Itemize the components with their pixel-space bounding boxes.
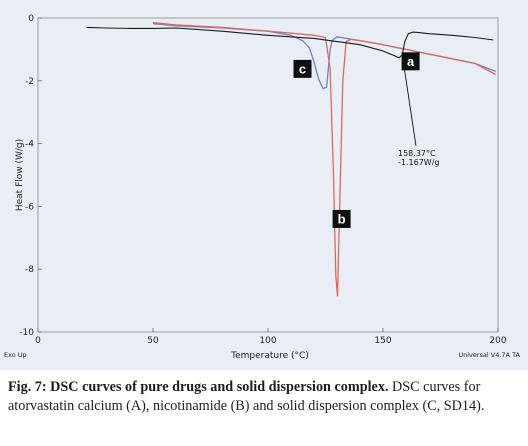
y-tick-label: -4 [25, 140, 34, 150]
exo-up-label: Exo Up [4, 351, 27, 359]
series-line-a [86, 26, 494, 59]
curve-label-a: a [407, 54, 415, 69]
software-version-label: Universal V4.7A TA [458, 351, 520, 359]
x-tick-label: 150 [374, 336, 391, 346]
y-tick-label: -8 [25, 265, 34, 275]
x-tick-label: 0 [35, 336, 41, 346]
caption-title: Fig. 7: DSC curves of pure drugs and sol… [8, 379, 389, 395]
annotation-temperature: 158.37°C [398, 149, 436, 158]
caption-body: DSC curves for atorvastatin calcium (A),… [8, 379, 485, 414]
x-tick-label: 100 [259, 336, 276, 346]
figure-caption: Fig. 7: DSC curves of pure drugs and sol… [8, 378, 522, 416]
plot-frame [37, 17, 499, 333]
dsc-chart: 0 50 100 150 200 0 -2 -4 -6 -8 -10 158.37°C-1.167W… [4, 14, 521, 361]
series-line-c [152, 23, 496, 90]
chart-panel [0, 0, 528, 370]
x-tick-label: 200 [489, 336, 506, 346]
y-axis-label: Heat Flow (W/g) [15, 139, 25, 211]
y-tick-label: -2 [25, 77, 34, 87]
y-tick-label: 0 [28, 14, 34, 24]
x-tick-label: 50 [147, 336, 159, 346]
y-tick-label: -6 [25, 202, 34, 212]
y-tick-label: -10 [19, 328, 34, 338]
curve-label-box-b [332, 209, 351, 228]
curve-label-box-c [293, 59, 312, 78]
annotation-heat-flow: -1.167W/g [398, 158, 439, 167]
curve-label-c: c [299, 61, 306, 76]
curve-label-b: b [338, 211, 346, 226]
x-axis-label: Temperature (°C) [230, 351, 309, 361]
curve-label-box-a [401, 52, 420, 71]
series-line-b [152, 22, 497, 297]
